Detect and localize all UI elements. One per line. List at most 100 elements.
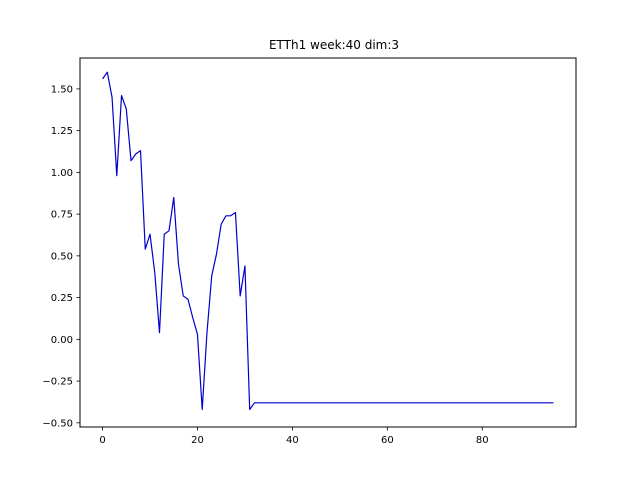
data-point [240,295,241,296]
data-point [391,402,392,403]
data-point [515,402,516,403]
data-point [458,402,459,403]
data-point [192,317,193,318]
data-point [496,402,497,403]
data-point [486,402,487,403]
data-point [320,402,321,403]
data-point [306,402,307,403]
x-tick-label: 20 [191,435,204,446]
data-point [406,402,407,403]
data-point [173,197,174,198]
data-point [249,409,250,410]
data-point [335,402,336,403]
data-point [311,402,312,403]
data-point [254,402,255,403]
data-point [301,402,302,403]
data-point [491,402,492,403]
data-point [434,402,435,403]
y-tick-label: 0.25 [51,293,73,304]
data-point [529,402,530,403]
x-tick-label: 80 [476,435,489,446]
data-point [410,402,411,403]
data-point [477,402,478,403]
data-point [135,153,136,154]
data-point [216,254,217,255]
data-point [444,402,445,403]
data-point [159,332,160,333]
data-point [145,249,146,250]
data-point [178,264,179,265]
data-point [448,402,449,403]
x-tick-label: 40 [286,435,299,446]
plot-area [102,71,554,411]
data-point [140,150,141,151]
x-tick-label: 60 [381,435,394,446]
data-point [524,402,525,403]
data-point [415,402,416,403]
data-point [197,334,198,335]
data-point [235,212,236,213]
data-point [467,402,468,403]
data-point [339,402,340,403]
data-point [263,402,264,403]
x-axis: 0 20 40 60 80 [99,427,489,446]
data-point [126,108,127,109]
data-point [287,402,288,403]
data-point [344,402,345,403]
data-point [358,402,359,403]
data-point [211,275,212,276]
data-point [292,402,293,403]
data-point [425,402,426,403]
plot-frame [79,57,577,428]
data-point [154,272,155,273]
chart-title: ETTh1 week:40 dim:3 [269,38,399,52]
data-point [363,402,364,403]
data-point [429,402,430,403]
data-point [102,78,103,79]
data-point [107,72,108,73]
data-point [183,295,184,296]
data-point [230,215,231,216]
data-point [372,402,373,403]
data-point [387,402,388,403]
data-point [273,402,274,403]
y-tick-label: −0.50 [42,418,73,429]
data-point [420,402,421,403]
y-tick-label: 1.25 [51,126,73,137]
y-tick-label: 1.00 [51,168,73,179]
data-point [377,402,378,403]
data-point [482,402,483,403]
series-line [102,71,554,411]
data-point [325,402,326,403]
data-point [149,234,150,235]
data-point [368,402,369,403]
data-point [206,332,207,333]
data-point [116,175,117,176]
data-point [168,230,169,231]
data-point [401,402,402,403]
data-point [453,402,454,403]
data-point [520,402,521,403]
data-point [354,402,355,403]
data-point [282,402,283,403]
data-point [505,402,506,403]
data-point [244,265,245,266]
data-point [330,402,331,403]
data-point [268,402,269,403]
data-point [259,402,260,403]
data-point [121,95,122,96]
data-point [187,299,188,300]
data-point [501,402,502,403]
data-point [349,402,350,403]
data-point [316,402,317,403]
data-point [382,402,383,403]
data-point [396,402,397,403]
data-point [463,402,464,403]
y-tick-label: 1.50 [51,84,73,95]
data-point [221,224,222,225]
data-point [111,97,112,98]
data-point [472,402,473,403]
y-axis: −0.50 −0.25 0.00 0.25 0.50 0.75 1.00 1.25 1.50 [42,84,80,429]
data-point [548,402,549,403]
